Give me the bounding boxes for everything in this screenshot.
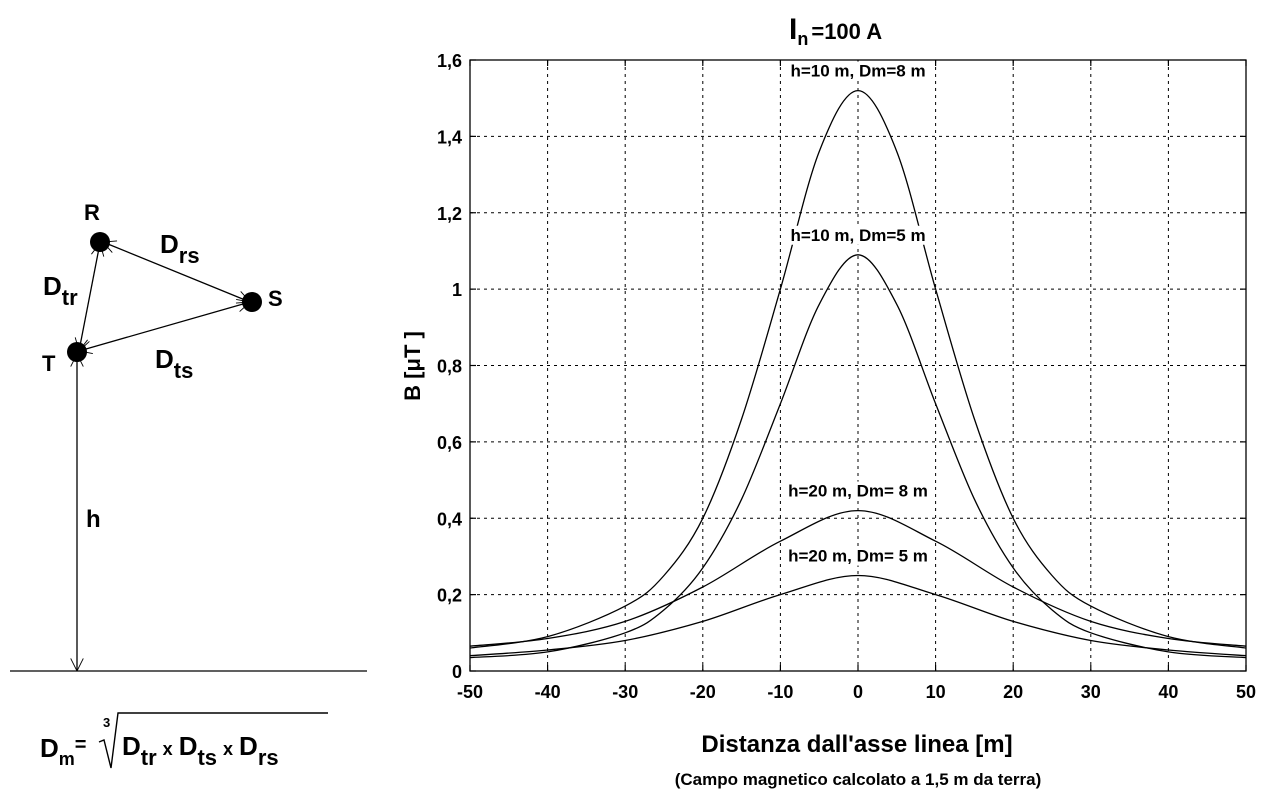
distance-label-rs: Drs xyxy=(160,229,200,268)
series-line-2 xyxy=(469,254,1247,659)
series-line-3 xyxy=(469,509,1247,647)
series-label-background xyxy=(786,481,930,501)
series-line-4 xyxy=(469,574,1247,657)
y-tick-label: 1,6 xyxy=(437,51,462,71)
x-tick-label: -20 xyxy=(690,682,716,702)
x-tick-label: -40 xyxy=(535,682,561,702)
x-tick-label: 40 xyxy=(1158,682,1178,702)
series-labels: h=10 m, Dm=8 m h=10 m, Dm=5 m h=20 m, Dm= … xyxy=(786,61,930,566)
conductor-s xyxy=(242,292,262,312)
x-axis-label: Distanza dall'asse linea [m] xyxy=(701,731,1012,758)
series-label-background xyxy=(788,61,928,81)
height-label: h xyxy=(86,506,101,533)
grid xyxy=(469,59,1247,672)
x-tick-label: 50 xyxy=(1236,682,1256,702)
y-tick-label: 1,2 xyxy=(437,204,462,224)
geometry-diagram: R S T Dtr Drs Dts h xyxy=(10,200,367,671)
conductor-t xyxy=(67,342,87,362)
conductor-r xyxy=(90,232,110,252)
y-tick-label: 1,4 xyxy=(437,127,462,147)
y-tick-label: 0,2 xyxy=(437,586,462,606)
x-tick-label: 0 xyxy=(853,682,863,702)
y-tick-label: 0 xyxy=(452,662,462,682)
series-label-1: h=10 m, Dm=8 m xyxy=(790,62,925,81)
x-tick-labels: -50 -40 -30 -20 -10 0 10 20 30 40 50 xyxy=(457,682,1256,702)
y-tick-label: 0,6 xyxy=(437,433,462,453)
y-tick-labels: 0 0,2 0,4 0,6 0,8 1 1,2 1,4 1,6 xyxy=(437,51,462,682)
y-axis-label: B [μT ] xyxy=(400,331,425,401)
chart: In =100 A h=10 m, Dm=8 m h=10 m, Dm=5 m h=2… xyxy=(400,13,1256,789)
series-label-2: h=10 m, Dm=5 m xyxy=(790,226,925,245)
distance-label-tr: Dtr xyxy=(43,271,78,310)
series-label-background xyxy=(786,546,930,566)
formula-radicand: Dtr x Dts x Drs xyxy=(122,731,279,770)
root-sign xyxy=(98,712,328,769)
formula-lhs: Dm= xyxy=(40,733,86,769)
chart-title: In =100 A xyxy=(789,13,882,49)
x-tick-label: -30 xyxy=(612,682,638,702)
rs-arrow xyxy=(103,242,250,302)
chart-note: (Campo magnetico calcolato a 1,5 m da te… xyxy=(675,770,1042,789)
tr-arrow xyxy=(79,243,100,351)
series-layer xyxy=(469,89,1247,659)
series-line-1 xyxy=(469,89,1247,649)
x-tick-label: 30 xyxy=(1081,682,1101,702)
series-label-3: h=20 m, Dm= 8 m xyxy=(788,482,928,501)
y-tick-label: 1 xyxy=(452,280,462,300)
x-tick-label: 10 xyxy=(926,682,946,702)
y-tick-label: 0,4 xyxy=(437,509,462,529)
root-index: 3 xyxy=(103,715,110,730)
node-label-s: S xyxy=(268,286,283,311)
x-tick-label: -10 xyxy=(767,682,793,702)
x-tick-label: -50 xyxy=(457,682,483,702)
x-tick-label: 20 xyxy=(1003,682,1023,702)
node-label-t: T xyxy=(42,351,56,376)
dm-formula: Dm= 3 Dtr x Dts x Drs xyxy=(40,712,328,770)
ts-arrow xyxy=(79,302,250,351)
distance-label-ts: Dts xyxy=(155,344,193,383)
plot-frame xyxy=(469,59,1247,672)
y-tick-label: 0,8 xyxy=(437,357,462,377)
series-label-background xyxy=(788,225,928,245)
series-label-4: h=20 m, Dm= 5 m xyxy=(788,547,928,566)
node-label-r: R xyxy=(84,200,100,225)
